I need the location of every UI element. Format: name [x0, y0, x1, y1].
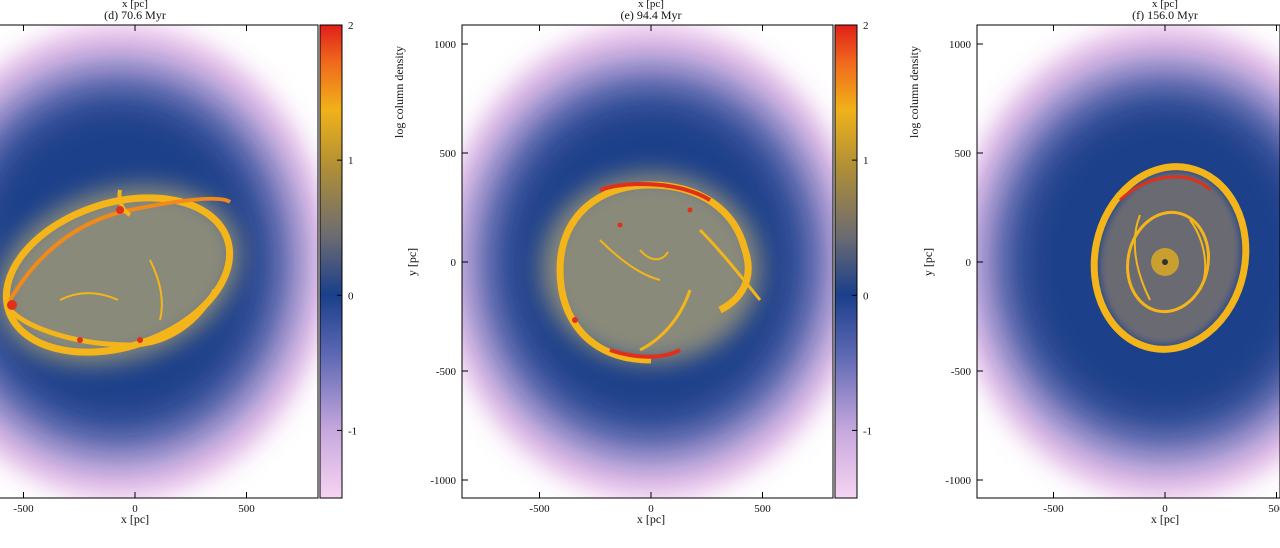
panel-f-xlabel: x [pc] [1151, 512, 1179, 526]
colorbar-tick-label: -1 [863, 425, 872, 437]
panel-f-x-ticks: -500 0 500 [1043, 25, 1280, 515]
panel-e-title: (e) 94.4 Myr [621, 8, 682, 22]
panel-d-xlabel: x [pc] [121, 512, 149, 526]
panel-d-colorbar-label: log column density [392, 46, 406, 138]
x-tick-label: -500 [1043, 503, 1064, 515]
panel-d-frame [0, 24, 319, 499]
y-tick-label: 0 [451, 257, 457, 269]
panel-f-ylabel: y [pc] [921, 248, 935, 276]
y-tick-label: 500 [955, 148, 972, 160]
panel-e-top-label: x [pc] [638, 0, 664, 10]
panel-e-xlabel: x [pc] [637, 512, 665, 526]
colorbar-tick-label: 2 [863, 20, 869, 32]
panel-d-title: (d) 70.6 Myr [104, 8, 166, 22]
panel-e-ylabel: y [pc] [405, 248, 419, 276]
x-tick-label: -500 [13, 503, 34, 515]
panel-e-y-ticks: 1000 500 0 -500 -1000 [430, 39, 468, 487]
x-tick-label: 0 [132, 503, 138, 515]
y-tick-label: 1000 [434, 39, 457, 51]
panel-e-image [462, 25, 833, 498]
colorbar-tick-label: 0 [348, 290, 354, 302]
y-tick-label: -500 [951, 366, 972, 378]
colorbar-tick-label: -1 [348, 425, 357, 437]
panel-f-y-ticks: 1000 500 0 -500 -1000 [945, 39, 983, 487]
panel-d: 2 1 0 -1 -500 0 500 x [pc] (d) 70.6 Myr x [pc… [0, 0, 357, 526]
x-tick-label: 500 [238, 503, 255, 515]
y-tick-label: 500 [440, 148, 457, 160]
panel-e-colorbar-ticks: 2 1 0 -1 [852, 20, 872, 437]
x-tick-label: -500 [529, 503, 550, 515]
panel-e-colorbar-label: log column density [907, 46, 921, 138]
panel-d-top-label: x [pc] [122, 0, 148, 10]
x-tick-label: 500 [1268, 503, 1280, 515]
colorbar-tick-label: 2 [348, 20, 354, 32]
y-tick-label: 1000 [949, 39, 972, 51]
panel-d-colorbar [319, 24, 343, 499]
panel-e-colorbar [834, 24, 858, 499]
panel-e-x-ticks: -500 0 500 [529, 25, 771, 515]
panel-d-colorbar-ticks: 2 1 0 -1 [337, 20, 357, 437]
y-tick-label: 0 [966, 257, 972, 269]
panel-f: -500 0 500 1000 500 0 -500 -1000 x [pc] (f) 15… [907, 0, 1280, 526]
y-tick-label: -1000 [430, 475, 456, 487]
y-tick-label: -500 [436, 366, 457, 378]
colorbar-tick-label: 1 [863, 155, 869, 167]
colorbar-tick-label: 0 [863, 290, 869, 302]
panel-f-image [977, 25, 1280, 498]
panel-d-image [0, 25, 318, 498]
x-tick-label: 0 [648, 503, 654, 515]
colorbar-tick-label: 1 [348, 155, 354, 167]
x-tick-label: 500 [754, 503, 771, 515]
x-tick-label: 0 [1162, 503, 1168, 515]
panel-f-top-label: x [pc] [1152, 0, 1178, 10]
y-tick-label: -1000 [945, 475, 971, 487]
panel-f-title: (f) 156.0 Myr [1132, 8, 1198, 22]
panel-d-x-ticks: -500 0 500 [13, 25, 255, 515]
